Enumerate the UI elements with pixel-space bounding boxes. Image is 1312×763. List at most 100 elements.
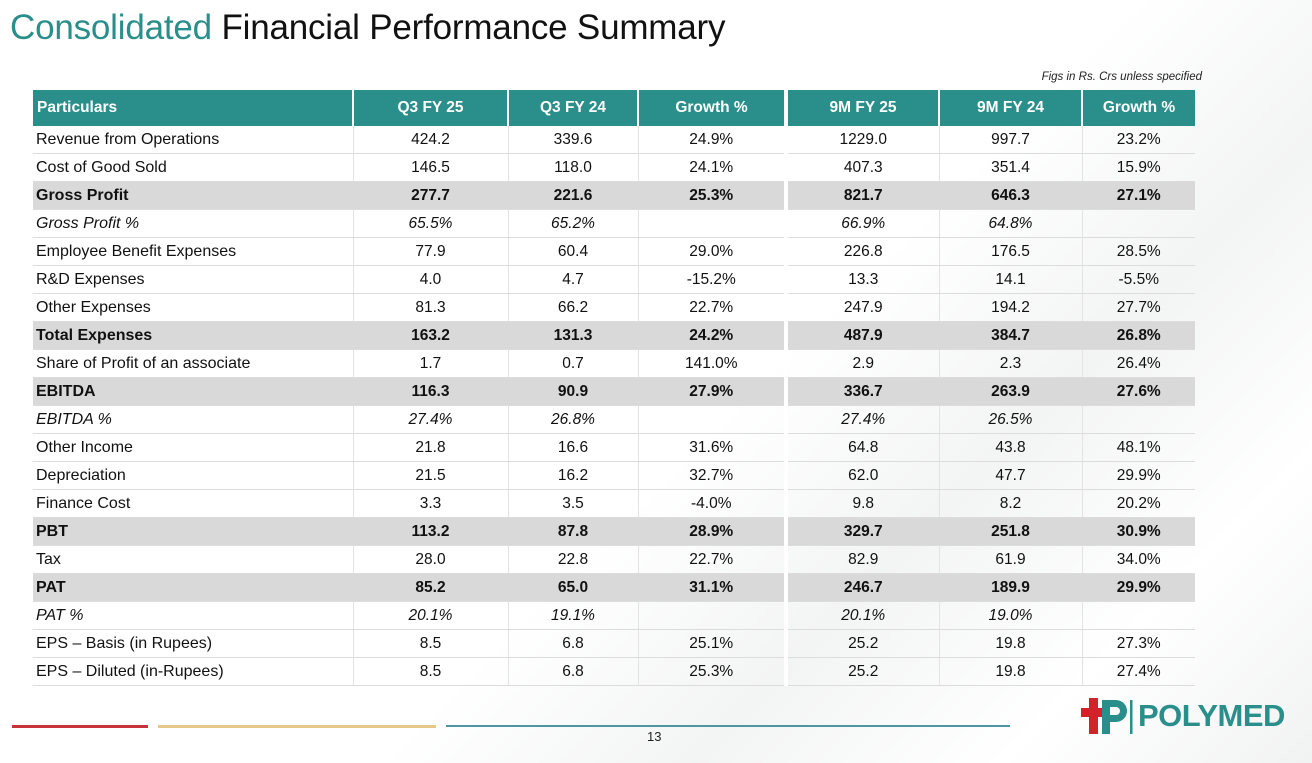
table-cell: 85.2: [353, 573, 509, 602]
table-cell: -15.2%: [638, 265, 788, 294]
table-cell: 27.4%: [353, 405, 509, 434]
table-cell: 65.2%: [508, 209, 639, 238]
table-cell: 20.1%: [353, 601, 509, 630]
table-cell: 66.2: [508, 293, 639, 322]
table-header-row: Particulars Q3 FY 25 Q3 FY 24 Growth % 9…: [33, 90, 1195, 126]
table-cell: 384.7: [939, 321, 1083, 350]
table-cell: 263.9: [939, 377, 1083, 406]
table-cell: 15.9%: [1082, 153, 1195, 182]
table-cell: 2.3: [939, 349, 1083, 378]
table-cell: 62.0: [786, 461, 940, 490]
table-cell: -5.5%: [1082, 265, 1195, 294]
table-row: Employee Benefit Expenses 77.9 60.4 29.0% 22…: [33, 237, 1195, 266]
polymed-logo: POLYMED: [1080, 696, 1285, 736]
header-q3-growth: Growth %: [638, 90, 788, 126]
table-cell: 27.3%: [1082, 629, 1195, 658]
table-cell: 26.5%: [939, 405, 1083, 434]
table-cell: 31.6%: [638, 433, 788, 462]
table-cell: 247.9: [786, 293, 940, 322]
table-cell: 24.1%: [638, 153, 788, 182]
footer-line-red: [12, 725, 148, 728]
table-cell: 221.6: [508, 181, 639, 210]
table-cell: 821.7: [786, 181, 940, 210]
row-label: R&D Expenses: [33, 265, 354, 294]
table-cell: 66.9%: [786, 209, 940, 238]
table-row: EBITDA 116.3 90.9 27.9% 336.7 263.9 27.6%: [33, 377, 1195, 406]
row-label: Depreciation: [33, 461, 354, 490]
row-label: PAT %: [33, 601, 354, 630]
table-cell: 29.9%: [1082, 573, 1195, 602]
header-9m-fy25: 9M FY 25: [786, 90, 940, 126]
table-row: Gross Profit 277.7 221.6 25.3% 821.7 646.3 27.…: [33, 181, 1195, 210]
table-cell: 6.8: [508, 657, 639, 686]
table-cell: 9.8: [786, 489, 940, 518]
table-body: Revenue from Operations 424.2 339.6 24.9% 12…: [33, 126, 1195, 686]
table-cell: 251.8: [939, 517, 1083, 546]
table-cell: 27.4%: [1082, 657, 1195, 686]
table-cell: 8.5: [353, 629, 509, 658]
row-label: PAT: [33, 573, 354, 602]
table-cell: 6.8: [508, 629, 639, 658]
table-cell: 25.3%: [638, 181, 788, 210]
table-row: Tax 28.0 22.8 22.7% 82.9 61.9 34.0%: [33, 545, 1195, 574]
table-cell: 19.1%: [508, 601, 639, 630]
table-row: Total Expenses 163.2 131.3 24.2% 487.9 384.7 2…: [33, 321, 1195, 350]
table-cell: 997.7: [939, 126, 1083, 154]
row-label: EBITDA: [33, 377, 354, 406]
table-row: EPS – Diluted (in-Rupees) 8.5 6.8 25.3% 25.2…: [33, 657, 1195, 686]
table-cell: 30.9%: [1082, 517, 1195, 546]
row-label: Cost of Good Sold: [33, 153, 354, 182]
table-cell: 23.2%: [1082, 126, 1195, 154]
units-note: Figs in Rs. Crs unless specified: [1041, 71, 1202, 83]
header-particulars: Particulars: [33, 90, 354, 126]
table-cell: 0.7: [508, 349, 639, 378]
table-cell: 24.2%: [638, 321, 788, 350]
table-cell: 8.2: [939, 489, 1083, 518]
footer-line-gold: [158, 725, 436, 728]
row-label: Total Expenses: [33, 321, 354, 350]
polymed-cross-logo-icon: [1081, 698, 1133, 734]
table-row: Other Expenses 81.3 66.2 22.7% 247.9 194.2 27.…: [33, 293, 1195, 322]
table-row: PBT 113.2 87.8 28.9% 329.7 251.8 30.9%: [33, 517, 1195, 546]
table-row: R&D Expenses 4.0 4.7 -15.2% 13.3 14.1 -5.5%: [33, 265, 1195, 294]
table-cell: [638, 405, 788, 434]
table-cell: [638, 209, 788, 238]
row-label: Employee Benefit Expenses: [33, 237, 354, 266]
table-cell: 25.1%: [638, 629, 788, 658]
table-cell: 25.3%: [638, 657, 788, 686]
table-cell: 26.4%: [1082, 349, 1195, 378]
table-cell: 116.3: [353, 377, 509, 406]
table-row: Depreciation 21.5 16.2 32.7% 62.0 47.7 29.9%: [33, 461, 1195, 490]
table-cell: 19.8: [939, 657, 1083, 686]
table-cell: 424.2: [353, 126, 509, 154]
row-label: EBITDA %: [33, 405, 354, 434]
table-cell: 16.6: [508, 433, 639, 462]
table-cell: 189.9: [939, 573, 1083, 602]
table-row: Other Income 21.8 16.6 31.6% 64.8 43.8 48.1%: [33, 433, 1195, 462]
table-cell: 141.0%: [638, 349, 788, 378]
table-cell: 20.1%: [786, 601, 940, 630]
table-cell: 3.5: [508, 489, 639, 518]
table-row: Revenue from Operations 424.2 339.6 24.9% 12…: [33, 126, 1195, 154]
table-cell: 31.1%: [638, 573, 788, 602]
table-cell: 131.3: [508, 321, 639, 350]
table-cell: 32.7%: [638, 461, 788, 490]
table-cell: 163.2: [353, 321, 509, 350]
table-row: Share of Profit of an associate 1.7 0.7 141…: [33, 349, 1195, 378]
table-cell: 43.8: [939, 433, 1083, 462]
table-cell: 28.5%: [1082, 237, 1195, 266]
table-cell: 146.5: [353, 153, 509, 182]
row-label: EPS – Basis (in Rupees): [33, 629, 354, 658]
financial-summary-table: Particulars Q3 FY 25 Q3 FY 24 Growth % 9…: [33, 90, 1195, 686]
table-cell: 277.7: [353, 181, 509, 210]
table-cell: 27.9%: [638, 377, 788, 406]
table-cell: 28.9%: [638, 517, 788, 546]
table-cell: 13.3: [786, 265, 940, 294]
table-cell: 407.3: [786, 153, 940, 182]
table-cell: 176.5: [939, 237, 1083, 266]
row-label: Other Expenses: [33, 293, 354, 322]
table-cell: 48.1%: [1082, 433, 1195, 462]
table-cell: 4.0: [353, 265, 509, 294]
table-cell: 47.7: [939, 461, 1083, 490]
table-row: PAT 85.2 65.0 31.1% 246.7 189.9 29.9%: [33, 573, 1195, 602]
